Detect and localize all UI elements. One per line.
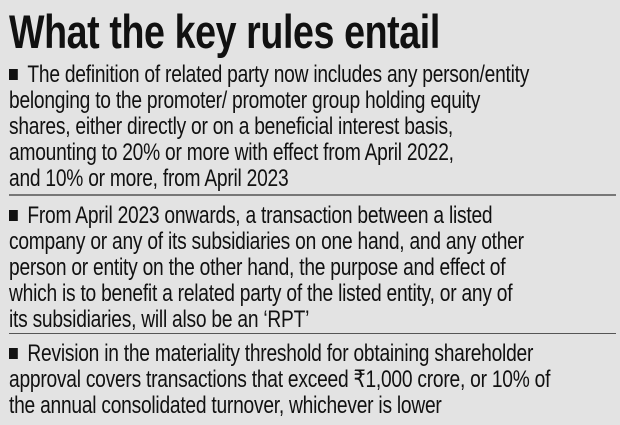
- rule-item-3: Revision in the materiality threshold fo…: [9, 341, 620, 419]
- item-line: its subsidiaries, will also be an ‘RPT’: [9, 306, 310, 333]
- rule-item-1: The definition of related party now incl…: [9, 62, 620, 192]
- square-bullet-icon: [9, 69, 18, 80]
- item-line: From April 2023 onwards, a transaction b…: [9, 203, 524, 229]
- item-line: belonging to the promoter/ promoter grou…: [9, 87, 481, 114]
- item-line: person or entity on the other hand, the …: [9, 254, 506, 281]
- rule-item-2: From April 2023 onwards, a transaction b…: [9, 203, 620, 333]
- divider: [9, 194, 616, 196]
- item-line: amounting to 20% or more with effect fro…: [9, 139, 454, 166]
- item-text: Revision in the materiality threshold fo…: [27, 340, 534, 367]
- item-line: Revision in the materiality threshold fo…: [9, 341, 550, 367]
- item-line: The definition of related party now incl…: [9, 62, 529, 88]
- item-line: company or any of its subsidiaries on on…: [9, 228, 524, 255]
- square-bullet-icon: [9, 348, 18, 359]
- item-line: approval covers transactions that exceed…: [9, 366, 551, 393]
- item-text: From April 2023 onwards, a transaction b…: [27, 202, 493, 229]
- item-line: and 10% or more, from April 2023: [9, 165, 289, 192]
- item-line: which is to benefit a related party of t…: [9, 280, 513, 307]
- square-bullet-icon: [9, 210, 18, 221]
- page-title: What the key rules entail: [9, 5, 440, 58]
- item-line: shares, either directly or on a benefici…: [9, 113, 453, 140]
- divider: [9, 333, 616, 334]
- item-line: the annual consolidated turnover, whiche…: [9, 392, 442, 419]
- item-text: The definition of related party now incl…: [27, 61, 530, 88]
